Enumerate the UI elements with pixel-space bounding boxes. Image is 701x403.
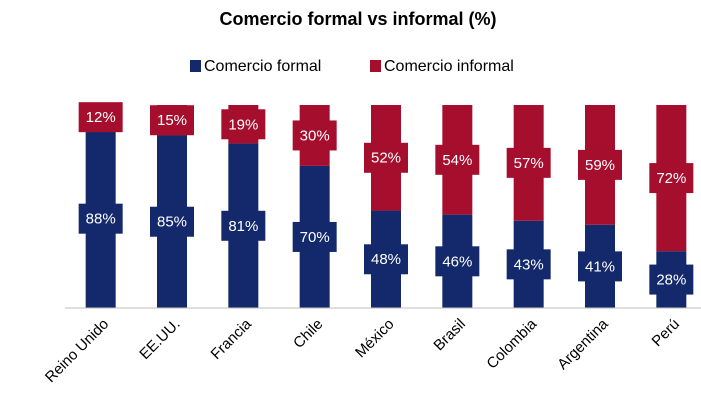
data-label-box bbox=[578, 149, 622, 180]
data-label: 12% bbox=[86, 109, 116, 126]
data-label-box bbox=[292, 120, 337, 151]
data-label-box bbox=[78, 102, 123, 133]
x-tick-label: Colombia bbox=[483, 315, 540, 372]
data-label-box bbox=[649, 163, 694, 194]
legend-swatch bbox=[190, 60, 201, 72]
legend-swatch bbox=[370, 60, 381, 72]
data-label-box bbox=[435, 144, 480, 175]
x-tick-label: Argentina bbox=[554, 315, 612, 373]
data-label-box bbox=[364, 142, 408, 173]
data-label: 28% bbox=[656, 272, 686, 289]
data-label-box bbox=[649, 264, 694, 295]
data-label-box bbox=[435, 246, 480, 277]
data-label: 54% bbox=[442, 152, 472, 169]
data-label: 52% bbox=[371, 150, 401, 167]
x-tick-label: Chile bbox=[290, 316, 326, 352]
legend-label: Comercio informal bbox=[384, 58, 514, 75]
data-label-box bbox=[150, 105, 194, 136]
data-label-box bbox=[221, 109, 266, 140]
data-label: 43% bbox=[514, 256, 544, 273]
data-label: 81% bbox=[228, 218, 258, 235]
data-label-box bbox=[292, 221, 337, 252]
data-label-box bbox=[78, 203, 123, 234]
data-label: 19% bbox=[228, 116, 258, 133]
x-tick-label: Francia bbox=[208, 315, 256, 363]
data-label: 88% bbox=[86, 211, 116, 228]
x-tick-label: Brasil bbox=[430, 316, 469, 355]
data-label: 48% bbox=[371, 251, 401, 268]
data-label: 15% bbox=[157, 112, 187, 129]
data-label: 57% bbox=[514, 155, 544, 172]
data-label: 30% bbox=[300, 127, 330, 144]
legend-label: Comercio formal bbox=[204, 58, 321, 75]
x-tick-label: EE.UU. bbox=[136, 316, 183, 363]
data-label: 41% bbox=[585, 258, 615, 275]
data-label-box bbox=[150, 206, 194, 237]
data-label-box bbox=[506, 147, 551, 178]
data-label: 46% bbox=[442, 253, 472, 270]
data-label-box bbox=[506, 249, 551, 280]
data-label: 59% bbox=[585, 157, 615, 174]
x-tick-label: Perú bbox=[649, 316, 683, 350]
x-tick-label: Reino Unido bbox=[42, 316, 112, 386]
data-label: 70% bbox=[300, 229, 330, 246]
chart-title: Comercio formal vs informal (%) bbox=[219, 9, 496, 29]
data-label: 72% bbox=[656, 170, 686, 187]
data-label-box bbox=[221, 210, 266, 241]
x-tick-label: México bbox=[352, 316, 398, 362]
data-label: 85% bbox=[157, 214, 187, 231]
data-label-box bbox=[578, 251, 622, 282]
data-label-box bbox=[364, 244, 408, 275]
